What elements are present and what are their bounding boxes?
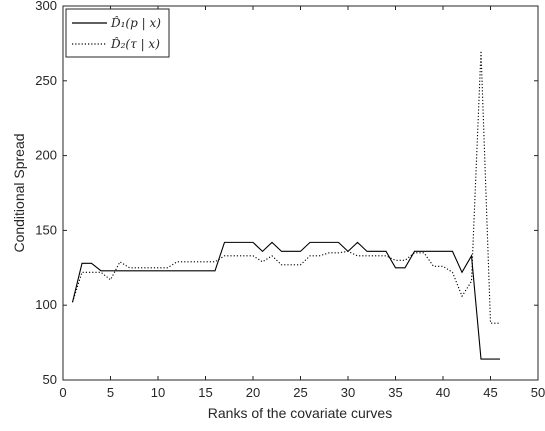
x-tick-label: 10 <box>151 385 165 400</box>
legend-box <box>65 8 170 58</box>
x-axis-label: Ranks of the covariate curves <box>208 405 392 421</box>
y-axis: 50 100 150 200 250 300 <box>35 0 538 387</box>
legend-label-series-1: D̂₁(p | x) <box>110 15 161 30</box>
y-tick-label: 50 <box>43 372 57 387</box>
y-axis-label: Conditional Spread <box>11 133 27 252</box>
legend-label-series-2: D̂₂(τ | x) <box>110 36 160 51</box>
x-axis: 0 5 10 15 20 25 30 35 40 45 50 <box>59 6 545 400</box>
y-tick-label: 150 <box>35 222 57 237</box>
x-tick-label: 20 <box>246 385 260 400</box>
y-tick-label: 300 <box>35 0 57 13</box>
x-tick-label: 0 <box>59 385 66 400</box>
x-tick-label: 40 <box>436 385 450 400</box>
x-tick-label: 25 <box>293 385 307 400</box>
y-tick-label: 100 <box>35 297 57 312</box>
series-line-2 <box>71 50 500 324</box>
series-line-1 <box>71 241 500 360</box>
series-layer <box>71 50 500 360</box>
plot-area: 0 5 10 15 20 25 30 35 40 45 50 50 100 150 200 250 300 <box>35 0 545 400</box>
plot-frame <box>62 5 539 381</box>
x-tick-label: 15 <box>198 385 212 400</box>
legend: D̂₁(p | x) D̂₂(τ | x) <box>65 8 170 58</box>
y-tick-label: 250 <box>35 73 57 88</box>
x-tick-label: 50 <box>531 385 545 400</box>
x-tick-label: 30 <box>341 385 355 400</box>
x-tick-label: 45 <box>483 385 497 400</box>
x-tick-label: 35 <box>388 385 402 400</box>
y-tick-label: 200 <box>35 148 57 163</box>
x-tick-label: 5 <box>107 385 114 400</box>
